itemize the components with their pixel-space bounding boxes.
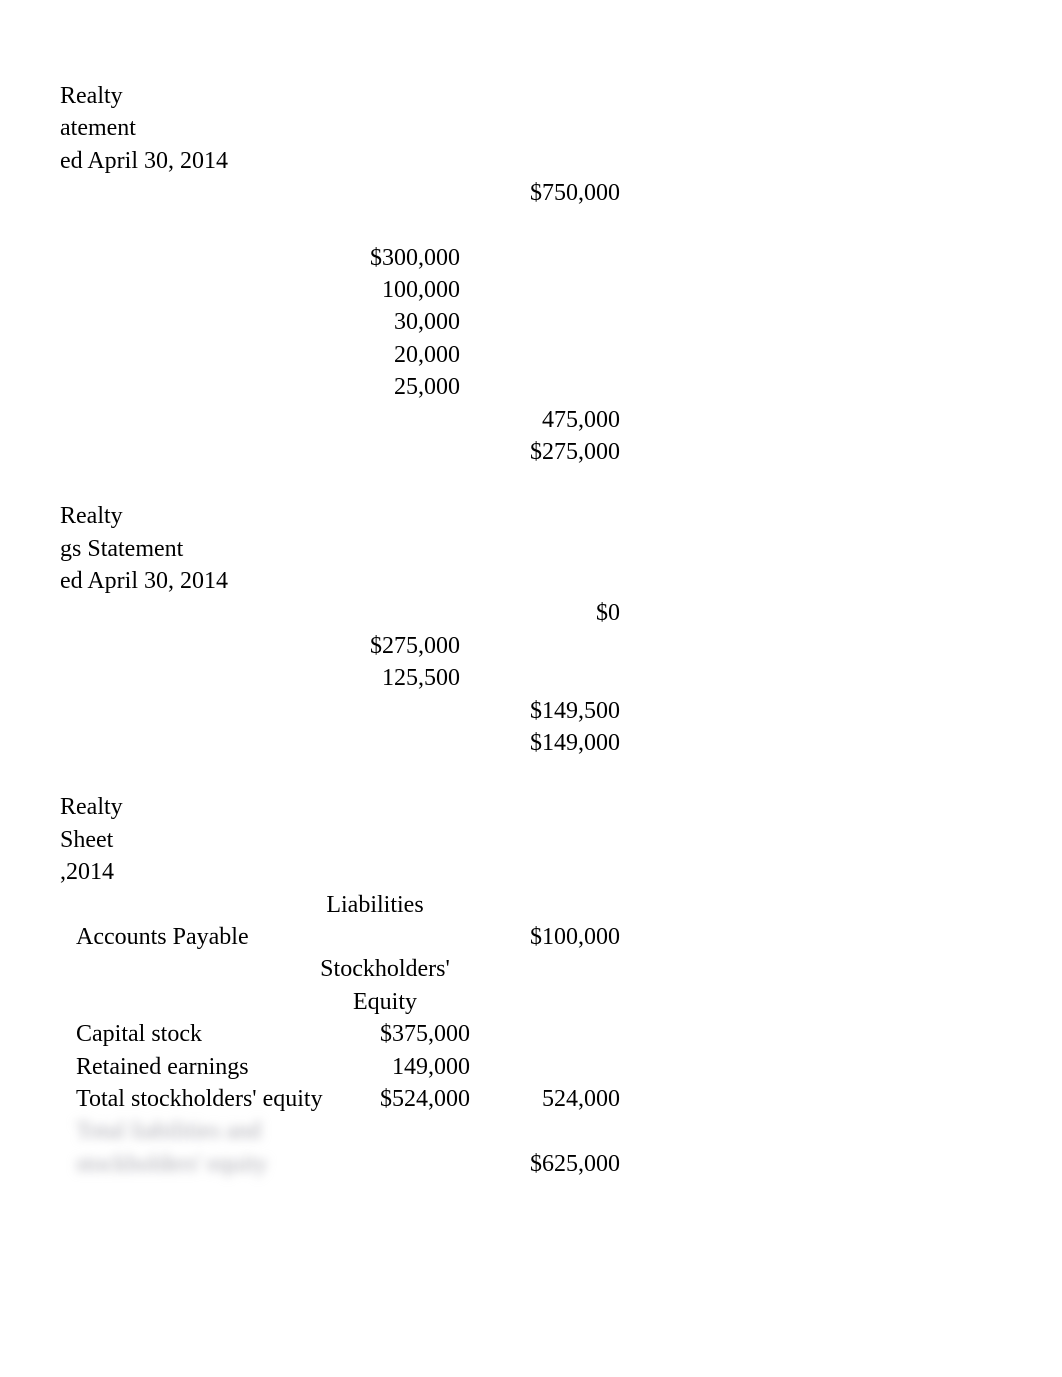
retained-earnings-label: Retained earnings [60,1051,340,1083]
text: Realty [60,500,290,532]
expense-row: 25,000 [60,371,620,403]
income-title-line1: Realty [60,80,620,112]
retained-earnings-amount: 149,000 [340,1051,470,1083]
expense-row: 30,000 [60,306,620,338]
text: ed April 30, 2014 [60,565,290,597]
re-title-line1: Realty [60,500,620,532]
accounts-payable-row: Accounts Payable $100,000 [60,921,620,953]
net-income-row: $275,000 [60,436,620,468]
expense-amount: $300,000 [290,242,470,274]
grand-total: $625,000 [470,1148,620,1180]
expense-amount: 100,000 [290,274,470,306]
re-add-income-row: $275,000 [60,630,620,662]
re-title-line2: gs Statement [60,533,620,565]
re-subtotal: $149,500 [470,695,620,727]
expenses-total-row: 475,000 [60,404,620,436]
text: Realty [60,791,290,823]
text: Sheet [60,824,290,856]
blurred-label: stockholders' equity [60,1148,290,1180]
revenue-row: $750,000 [60,177,620,209]
re-begin-row: $0 [60,597,620,629]
revenue-amount: $750,000 [470,177,620,209]
text: atement [60,112,290,144]
capital-stock-label: Capital stock [60,1018,340,1050]
blurred-label: Total liabilities and [60,1115,290,1147]
liabilities-header: Liabilities [290,889,470,921]
re-end-balance: $149,000 [470,727,620,759]
re-begin-balance: $0 [470,597,620,629]
re-title-line3: ed April 30, 2014 [60,565,620,597]
text: Realty [60,80,290,112]
expenses-total: 475,000 [470,404,620,436]
expense-amount: 30,000 [290,306,470,338]
total-equity-row: Total stockholders' equity $524,000 524,… [60,1083,620,1115]
net-income: $275,000 [470,436,620,468]
expense-row: 100,000 [60,274,620,306]
expense-row: $300,000 [60,242,620,274]
total-equity-right: 524,000 [470,1083,620,1115]
income-title-line3: ed April 30, 2014 [60,145,620,177]
blurred-total-row-1: Total liabilities and [60,1115,620,1147]
equity-header: Stockholders' Equity [290,953,490,1018]
document-page: Realty atement ed April 30, 2014 $750,00… [60,80,620,1180]
text: gs Statement [60,533,290,565]
re-end-row: $149,000 [60,727,620,759]
bs-title-line3: ,2014 [60,856,620,888]
bs-title-line1: Realty [60,791,620,823]
expense-amount: 25,000 [290,371,470,403]
retained-earnings-row: Retained earnings 149,000 [60,1051,620,1083]
re-subtotal-row: $149,500 [60,695,620,727]
accounts-payable-label: Accounts Payable [60,921,290,953]
text: ,2014 [60,856,290,888]
equity-header-row: Stockholders' Equity [60,953,620,1018]
expense-row: 20,000 [60,339,620,371]
text: ed April 30, 2014 [60,145,290,177]
re-less-dividends-row: 125,500 [60,662,620,694]
bs-title-line2: Sheet [60,824,620,856]
re-add-income: $275,000 [290,630,470,662]
blurred-total-row-2: stockholders' equity $625,000 [60,1148,620,1180]
liabilities-header-row: Liabilities [60,889,620,921]
capital-stock-row: Capital stock $375,000 [60,1018,620,1050]
income-title-line2: atement [60,112,620,144]
total-equity-label: Total stockholders' equity [60,1083,340,1115]
total-equity-mid: $524,000 [340,1083,470,1115]
expense-amount: 20,000 [290,339,470,371]
re-less-dividends: 125,500 [290,662,470,694]
accounts-payable-amount: $100,000 [470,921,620,953]
capital-stock-amount: $375,000 [340,1018,470,1050]
